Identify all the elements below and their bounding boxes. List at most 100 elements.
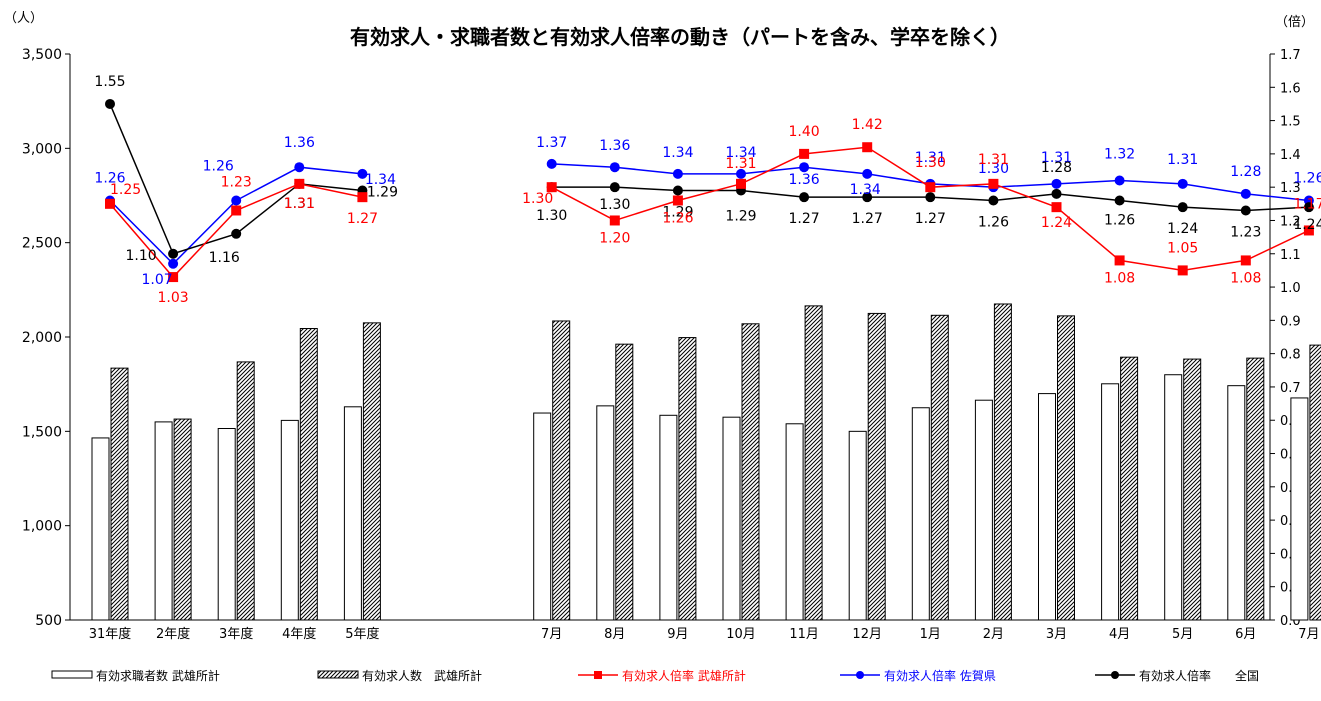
series-saga-point <box>799 162 810 173</box>
series-saga-point <box>294 162 305 173</box>
bars <box>91 303 1321 621</box>
bar-job-seekers <box>217 428 236 621</box>
series-takeo-point <box>925 182 936 193</box>
series-national-label: 1.27 <box>789 211 820 227</box>
bar-job-openings <box>678 337 697 621</box>
right-tick-label: 0.7 <box>1280 381 1301 396</box>
series-national-label: 1.10 <box>126 248 157 264</box>
series-saga-label: 1.36 <box>284 135 315 151</box>
series-national-point <box>1051 188 1062 199</box>
series-saga-point <box>168 258 179 269</box>
bar-job-openings <box>930 314 949 621</box>
x-tick-label: 3月 <box>1046 627 1067 642</box>
series-takeo-label: 1.40 <box>789 124 820 140</box>
bar-job-seekers <box>1164 374 1183 621</box>
legend-label: 有効求人倍率 武雄所計 <box>622 668 746 683</box>
left-axis-unit: （人） <box>4 11 43 26</box>
series-saga-point <box>231 195 242 206</box>
bar-job-openings <box>362 322 381 621</box>
series-national-point <box>988 195 999 206</box>
series-takeo-point <box>105 198 115 209</box>
series-national-label: 1.26 <box>978 214 1009 230</box>
series-national-label: 1.55 <box>94 74 125 90</box>
legend-marker <box>594 671 602 679</box>
series-saga-label: 1.32 <box>1104 147 1135 163</box>
series-takeo-label: 1.42 <box>852 117 883 133</box>
bar-job-openings <box>552 320 571 621</box>
x-tick-label: 9月 <box>667 627 688 642</box>
series-national-point <box>672 185 683 196</box>
bar-job-seekers <box>911 407 930 621</box>
left-tick-label: 500 <box>35 613 62 629</box>
series-saga-label: 1.26 <box>203 158 234 174</box>
chart-title: 有効求人・求職者数と有効求人倍率の動き（パートを含み、学卒を除く） <box>350 25 1010 49</box>
bar-job-seekers <box>533 412 552 621</box>
series-saga-label: 1.37 <box>536 135 567 151</box>
series-saga-point <box>1177 178 1188 189</box>
series-national-point <box>799 192 810 203</box>
series-saga-label: 1.34 <box>662 145 693 161</box>
series-takeo-point <box>609 215 620 226</box>
series-takeo-label: 1.08 <box>1230 270 1261 286</box>
series-saga-point <box>736 168 746 179</box>
bar-job-seekers <box>1227 385 1246 621</box>
series-national-point <box>925 192 936 203</box>
series-takeo-point <box>1114 255 1125 266</box>
series-national-label: 1.30 <box>536 208 567 224</box>
x-tick-label: 5月 <box>1172 627 1193 642</box>
bar-job-openings <box>299 328 318 621</box>
right-tick-label: 1.1 <box>1280 248 1301 263</box>
right-tick-label: 1.4 <box>1280 148 1301 163</box>
axes: 5001,0001,5002,0002,5003,0003,5000.00.10… <box>22 47 1320 642</box>
left-tick-label: 2,000 <box>22 330 62 346</box>
bar-job-openings <box>110 367 129 621</box>
series-takeo-point <box>1240 255 1251 266</box>
right-tick-label: 1.3 <box>1280 181 1301 196</box>
right-tick-label: 0.9 <box>1280 314 1301 329</box>
bar-job-seekers <box>1290 397 1309 621</box>
x-tick-label: 7月 <box>541 627 562 642</box>
series-saga-label: 1.30 <box>978 161 1009 177</box>
legend-swatch-job-openings <box>317 670 359 679</box>
series-takeo-point <box>1303 225 1314 236</box>
series-takeo-point <box>988 178 999 189</box>
x-tick-label: 10月 <box>726 627 756 642</box>
left-tick-label: 3,500 <box>22 47 62 63</box>
series-national-label: 1.29 <box>662 205 693 221</box>
bar-job-seekers <box>280 419 299 621</box>
bar-job-seekers <box>596 405 615 621</box>
bar-job-openings <box>1246 357 1265 621</box>
series-takeo-label: 1.30 <box>522 191 553 207</box>
legend-label: 有効求人倍率 佐賀県 <box>884 668 996 683</box>
bar-job-seekers <box>848 430 867 621</box>
x-tick-label: 2年度 <box>156 626 190 642</box>
series-saga-label: 1.07 <box>142 272 173 288</box>
x-tick-label: 5年度 <box>345 626 379 642</box>
series-takeo-label: 1.31 <box>725 156 756 172</box>
bar-job-openings <box>236 361 255 621</box>
left-tick-label: 3,000 <box>22 141 62 157</box>
series-saga-label: 1.26 <box>94 170 125 186</box>
series-national-label: 1.29 <box>367 185 398 201</box>
series-saga-label: 1.31 <box>1167 152 1198 168</box>
series-takeo-label: 1.23 <box>221 174 252 190</box>
bar-job-openings <box>993 303 1012 621</box>
series-takeo-label: 1.25 <box>110 182 141 198</box>
x-tick-label: 12月 <box>852 627 882 642</box>
series-national-point <box>1114 195 1125 206</box>
bar-job-seekers <box>343 406 362 621</box>
series-national-label: 1.27 <box>915 211 946 227</box>
x-tick-label: 3年度 <box>219 626 253 642</box>
x-tick-label: 1月 <box>920 627 941 642</box>
x-tick-label: 8月 <box>604 627 625 642</box>
series-saga-label: 1.36 <box>599 138 630 154</box>
bar-job-openings <box>867 312 886 621</box>
series-national-point <box>105 98 115 109</box>
series-takeo-label: 1.17 <box>1293 196 1321 212</box>
series-takeo-label: 1.20 <box>599 230 630 246</box>
series-takeo-label: 1.31 <box>978 152 1009 168</box>
bar-job-openings <box>173 418 192 621</box>
series-takeo-label: 1.24 <box>1041 215 1072 231</box>
bar-job-seekers <box>1101 383 1120 621</box>
bar-job-openings <box>1183 358 1202 621</box>
